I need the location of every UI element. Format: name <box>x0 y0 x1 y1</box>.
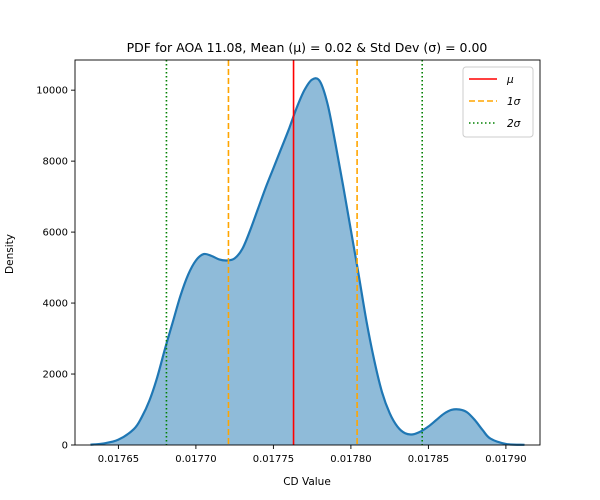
density-area <box>90 78 525 445</box>
y-axis-label: Density <box>4 234 16 274</box>
x-tick-label: 0.01785 <box>408 454 449 465</box>
y-tick-label: 10000 <box>36 86 68 97</box>
chart-title: PDF for AOA 11.08, Mean (μ) = 0.02 & Std… <box>127 40 488 55</box>
axes: 0.01765 0.01770 0.01775 0.01780 0.01785 0.017… <box>36 59 541 465</box>
legend-label: 2σ <box>507 118 521 130</box>
x-tick-label: 0.01780 <box>330 454 371 465</box>
axes-frame <box>74 59 541 446</box>
density-curve <box>90 77 525 446</box>
y-tick-label: 4000 <box>43 299 68 310</box>
legend: μ 1σ 2σ <box>462 66 534 138</box>
legend-label: 1σ <box>507 96 521 108</box>
legend-label: μ <box>506 74 514 86</box>
y-tick-label: 8000 <box>43 157 68 168</box>
x-axis-label: CD Value <box>283 476 331 488</box>
x-tick-label: 0.01765 <box>98 454 139 465</box>
x-tick-label: 0.01775 <box>253 454 294 465</box>
y-tick-label: 0 <box>62 441 68 452</box>
plot-area <box>90 60 525 446</box>
legend-box <box>462 66 534 138</box>
x-tick-label: 0.01790 <box>485 454 526 465</box>
y-tick-label: 2000 <box>43 370 68 381</box>
y-tick-label: 6000 <box>43 228 68 239</box>
x-tick-label: 0.01770 <box>175 454 216 465</box>
